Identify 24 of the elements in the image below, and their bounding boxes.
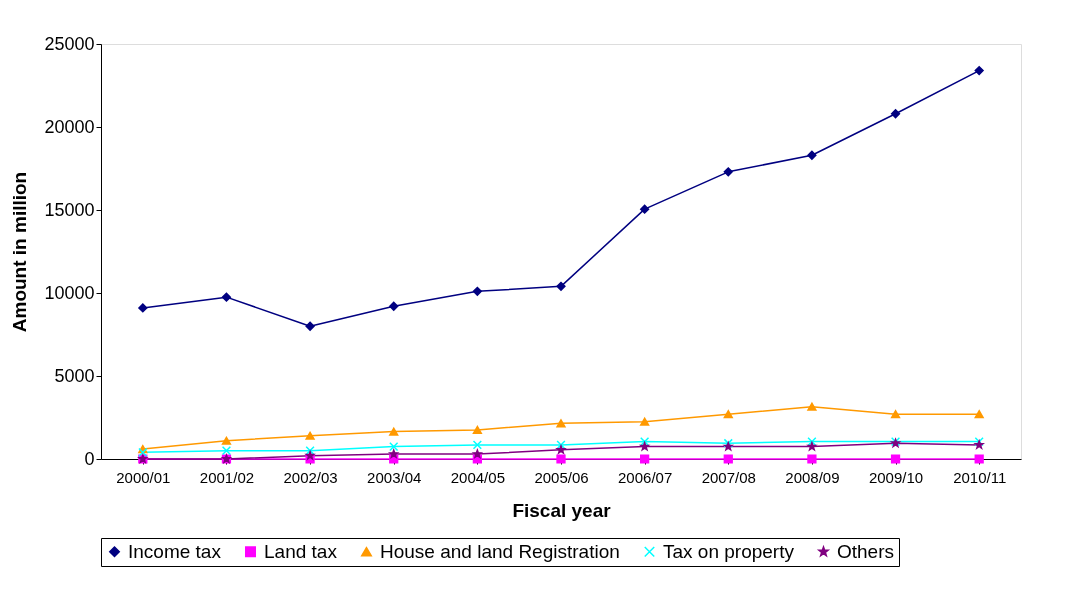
legend-label: House and land Registration — [380, 540, 620, 562]
x-tick-label: 2007/08 — [701, 468, 756, 486]
y-tick-label: 5000 — [54, 365, 95, 386]
x-tick-label: 2006/07 — [618, 468, 673, 486]
x-tick-label: 2000/01 — [116, 468, 171, 486]
y-tick-label: 25000 — [44, 33, 95, 54]
y-tick-label: 10000 — [44, 282, 95, 303]
x-tick-label: 2008/09 — [785, 468, 840, 486]
x-tick-label: 2004/05 — [450, 468, 505, 486]
x-tick-label: 2003/04 — [367, 468, 422, 486]
legend-label: Land tax — [264, 540, 338, 562]
y-tick-label: 0 — [84, 448, 95, 469]
y-tick-label: 20000 — [44, 116, 95, 137]
legend-label: Tax on property — [663, 540, 795, 562]
y-tick-label: 15000 — [44, 199, 95, 220]
y-axis-title: Amount in million — [9, 171, 31, 333]
x-tick-label: 2010/11 — [953, 468, 1007, 486]
legend-label: Others — [837, 540, 895, 562]
x-tick-label: 2001/02 — [199, 468, 255, 486]
x-axis-title: Fiscal year — [512, 499, 612, 521]
x-tick-label: 2009/10 — [868, 468, 924, 486]
x-tick-label: 2002/03 — [283, 468, 338, 486]
x-tick-label: 2005/06 — [534, 468, 589, 486]
legend-label: Income tax — [128, 540, 222, 562]
